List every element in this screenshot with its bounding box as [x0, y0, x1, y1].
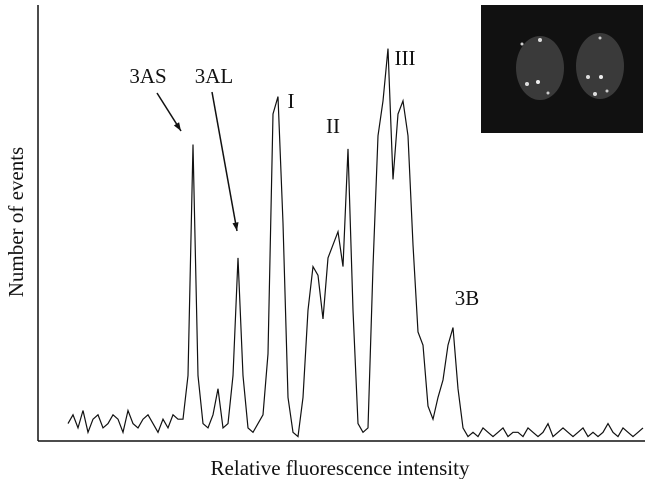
arrow-head — [232, 222, 239, 231]
peak-label: III — [395, 46, 416, 70]
arrow — [211, 91, 238, 232]
x-axis-label: Relative fluorescence intensity — [211, 456, 470, 479]
peak-label: II — [326, 114, 340, 138]
peak-label: 3B — [455, 286, 480, 310]
y-axis-label: Number of events — [4, 147, 28, 297]
arrow-head — [173, 122, 181, 131]
peak-label: I — [288, 89, 295, 113]
inset-image — [481, 5, 643, 133]
peak-label: 3AL — [195, 64, 234, 88]
peak-label: 3AS — [129, 64, 166, 88]
histogram-line — [67, 48, 644, 438]
